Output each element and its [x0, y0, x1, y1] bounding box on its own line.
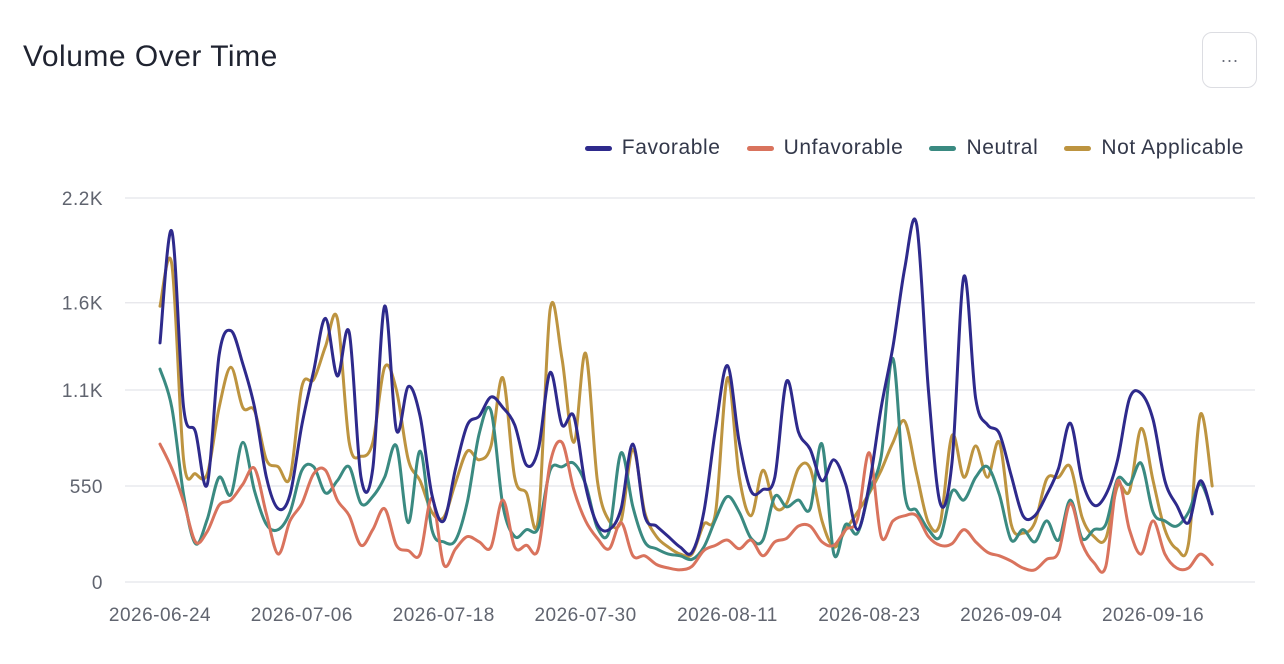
x-tick-label: 2026-09-04	[960, 605, 1062, 626]
y-axis-ticks: 0 550 1.1K 1.6K 2.2K	[62, 189, 103, 594]
grid-lines	[125, 197, 1255, 583]
legend-item-not-applicable[interactable]: Not Applicable	[1064, 136, 1244, 160]
series-lines	[158, 217, 1214, 574]
legend-swatch-not-applicable	[1064, 145, 1092, 151]
legend-swatch-neutral	[929, 145, 957, 151]
series-line-unfavorable[interactable]	[158, 439, 1214, 574]
series-line-not-applicable[interactable]	[158, 256, 1214, 559]
x-tick-label: 2026-07-06	[251, 605, 353, 626]
y-tick-label: 1.6K	[62, 294, 103, 315]
legend-label-neutral: Neutral	[966, 136, 1039, 159]
x-axis-ticks: 2026-06-24 2026-07-06 2026-07-18 2026-07-30…	[109, 605, 1204, 626]
y-tick-label: 1.1K	[62, 381, 103, 402]
legend-item-neutral[interactable]: Neutral	[929, 136, 1038, 160]
legend-label-not-applicable: Not Applicable	[1101, 136, 1244, 159]
y-tick-label: 0	[92, 573, 103, 594]
y-tick-label: 550	[70, 477, 103, 498]
legend-swatch-unfavorable	[746, 145, 774, 151]
x-tick-label: 2026-08-11	[677, 605, 778, 626]
x-tick-label: 2026-07-30	[534, 605, 636, 626]
series-line-neutral[interactable]	[158, 357, 1214, 562]
x-tick-label: 2026-09-16	[1102, 605, 1204, 626]
legend-label-unfavorable: Unfavorable	[783, 136, 904, 159]
y-tick-label: 2.2K	[62, 189, 103, 210]
legend-item-unfavorable[interactable]: Unfavorable	[746, 136, 904, 160]
legend-label-favorable: Favorable	[621, 136, 721, 159]
x-tick-label: 2026-08-23	[818, 605, 920, 626]
x-tick-label: 2026-07-18	[393, 605, 495, 626]
chart-title: Volume Over Time	[23, 40, 278, 73]
ellipsis-icon: ···	[1220, 49, 1239, 70]
series-line-favorable[interactable]	[158, 217, 1214, 556]
more-options-button[interactable]: ···	[1202, 32, 1257, 88]
chart-legend: Favorable Unfavorable Neutral Not Applic…	[584, 136, 1244, 160]
legend-swatch-favorable	[584, 145, 612, 151]
legend-item-favorable[interactable]: Favorable	[584, 136, 721, 160]
x-tick-label: 2026-06-24	[109, 605, 211, 626]
